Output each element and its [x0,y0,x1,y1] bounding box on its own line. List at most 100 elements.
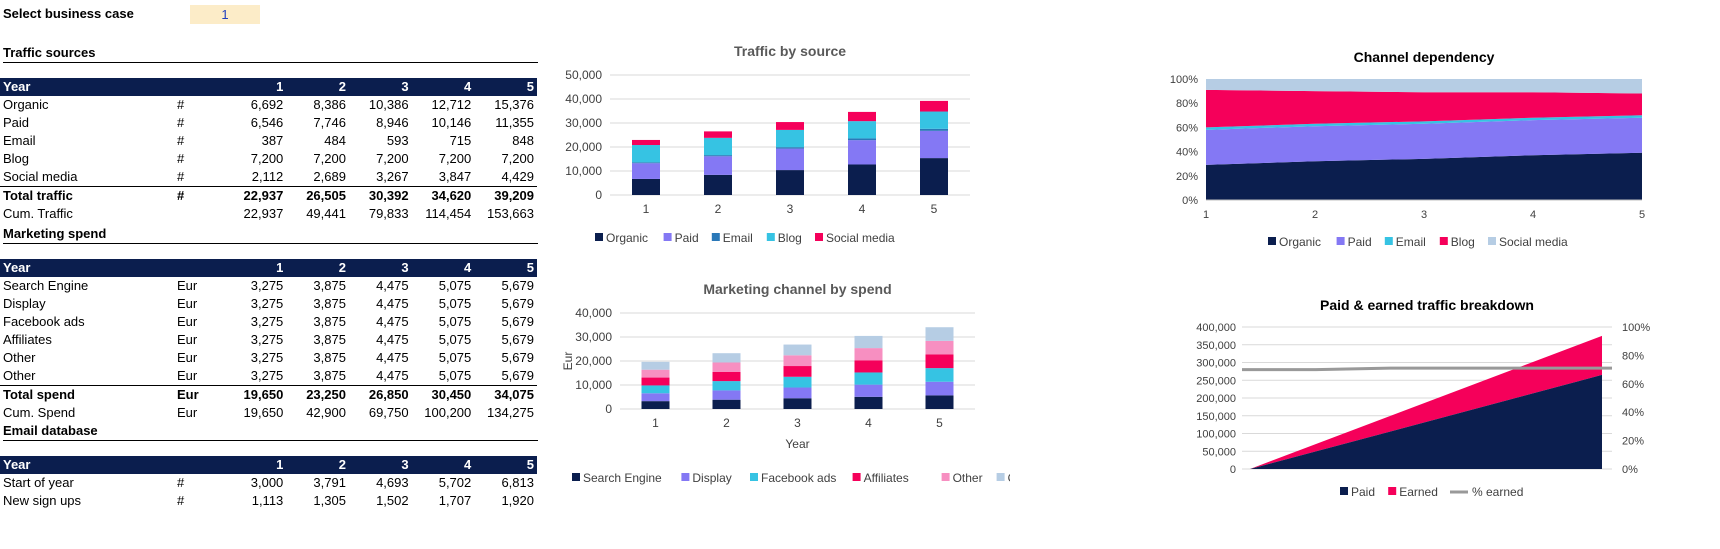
table-cell[interactable]: 11,355 [495,115,534,130]
table-cell[interactable]: 15,376 [494,97,534,112]
table-cell[interactable]: 1 [223,78,287,96]
table-cell[interactable]: 134,275 [487,405,534,420]
table-cell[interactable]: 387 [261,133,284,148]
table-cell[interactable]: 4 [411,456,475,474]
table-cell[interactable]: 19,650 [243,405,284,420]
table-cell[interactable]: 3,275 [250,296,284,311]
table-cell[interactable] [173,78,224,96]
table-cell[interactable]: 3 [348,259,412,277]
table-cell[interactable]: Year [0,456,174,474]
table-cell[interactable]: # [176,493,185,508]
table-cell[interactable]: 3,847 [438,169,472,184]
table-cell[interactable]: 23,250 [286,385,349,404]
table-cell[interactable]: 3,875 [313,314,346,329]
paid-earned-breakdown-chart[interactable]: Paid & earned traffic breakdown 0 50,000 10… [1150,293,1660,508]
table-cell[interactable]: 3,875 [313,332,346,347]
table-cell[interactable]: 5,679 [501,278,534,293]
table-cell[interactable]: 114,454 [425,206,472,221]
table-cell[interactable]: Facebook ads [3,314,85,329]
table-cell[interactable]: Year [0,78,174,96]
table-cell[interactable]: Year [0,259,174,277]
table-cell[interactable]: 3,275 [250,278,284,293]
table-cell[interactable]: 12,712 [431,97,472,112]
table-cell[interactable]: Cum. Spend [3,405,76,420]
table-cell[interactable]: 1,502 [376,493,409,508]
table-cell[interactable]: 3,875 [313,296,346,311]
table-cell[interactable]: 1 [223,259,287,277]
table-cell[interactable]: 10,146 [431,115,472,130]
table-cell[interactable]: Affiliates [3,332,52,347]
table-cell[interactable]: 4,693 [376,475,409,490]
table-cell[interactable]: # [176,115,185,130]
table-cell[interactable]: Eur [176,296,198,311]
table-cell[interactable]: Total spend [0,385,174,404]
table-cell[interactable]: Blog [3,151,30,166]
table-cell[interactable]: Search Engine [3,278,89,293]
table-cell[interactable]: 484 [324,133,346,148]
table-cell[interactable]: 5 [474,456,537,474]
table-cell[interactable]: New sign ups [3,493,82,508]
table-cell[interactable]: 1 [223,456,287,474]
table-cell[interactable]: Eur [176,278,198,293]
table-cell[interactable]: 4,475 [376,296,409,311]
table-cell[interactable]: 4,475 [376,278,409,293]
table-cell[interactable]: Display [3,296,46,311]
table-cell[interactable]: 7,200 [250,151,284,166]
table-cell[interactable]: 5,679 [501,368,534,383]
table-cell[interactable]: # [176,169,185,184]
business-case-input[interactable]: 1 [190,5,260,24]
table-cell[interactable]: 26,505 [286,186,349,205]
table-cell[interactable]: 5,679 [501,314,534,329]
table-cell[interactable]: 30,450 [411,385,475,404]
table-cell[interactable]: 593 [386,133,409,148]
table-cell[interactable]: 5,075 [438,314,472,329]
table-cell[interactable]: 5 [474,78,537,96]
table-cell[interactable]: 7,200 [313,151,346,166]
table-cell[interactable]: 715 [449,133,472,148]
table-cell[interactable]: 100,200 [424,405,472,420]
table-cell[interactable]: 3,000 [250,475,284,490]
table-cell[interactable]: 2 [286,456,349,474]
table-cell[interactable]: 10,386 [368,97,409,112]
marketing-channel-spend-chart[interactable]: Marketing channel by spend 0 10,000 20,000 3… [560,276,1010,501]
table-cell[interactable]: 5,679 [501,332,534,347]
traffic-by-source-chart[interactable]: Traffic by source 0 10,000 20,000 30,000 40,0… [560,38,1000,258]
table-cell[interactable]: 848 [512,133,534,148]
table-cell[interactable]: 7,200 [438,151,472,166]
table-cell[interactable]: Social media [3,169,78,184]
table-cell[interactable]: 4 [411,78,475,96]
table-cell[interactable]: Total traffic [0,186,174,205]
table-cell[interactable]: 3,875 [313,278,346,293]
table-cell[interactable]: Start of year [3,475,74,490]
table-cell[interactable]: 2 [286,78,349,96]
table-cell[interactable]: 7,200 [376,151,409,166]
table-cell[interactable]: Eur [176,332,198,347]
table-cell[interactable]: 8,386 [313,97,346,112]
table-cell[interactable]: # [176,151,185,166]
table-cell[interactable]: 19,650 [223,385,287,404]
table-cell[interactable]: 1,920 [501,493,534,508]
table-cell[interactable]: 4,475 [376,332,409,347]
table-cell[interactable]: 34,620 [411,186,475,205]
table-cell[interactable]: Eur [176,368,198,383]
table-cell[interactable]: 26,850 [348,385,412,404]
table-cell[interactable]: 4,475 [376,314,409,329]
table-cell[interactable]: 1,707 [438,493,472,508]
table-cell[interactable]: Eur [176,405,198,420]
table-cell[interactable]: 5,075 [438,278,472,293]
table-cell[interactable]: 3,875 [313,368,346,383]
table-cell[interactable]: 3,791 [313,475,346,490]
table-cell[interactable]: 3,275 [250,368,284,383]
table-cell[interactable]: 4,475 [376,350,409,365]
table-cell[interactable] [173,456,224,474]
table-cell[interactable]: 2 [286,259,349,277]
table-cell[interactable]: 7,200 [501,151,534,166]
table-cell[interactable]: # [173,186,224,205]
table-cell[interactable]: 153,663 [487,206,534,221]
table-cell[interactable]: Eur [173,385,224,404]
table-cell[interactable]: 7,746 [313,115,346,130]
table-cell[interactable]: 4,429 [501,169,534,184]
table-cell[interactable]: Cum. Traffic [3,206,73,221]
table-cell[interactable]: Other [3,350,36,365]
table-cell[interactable]: Eur [176,314,198,329]
